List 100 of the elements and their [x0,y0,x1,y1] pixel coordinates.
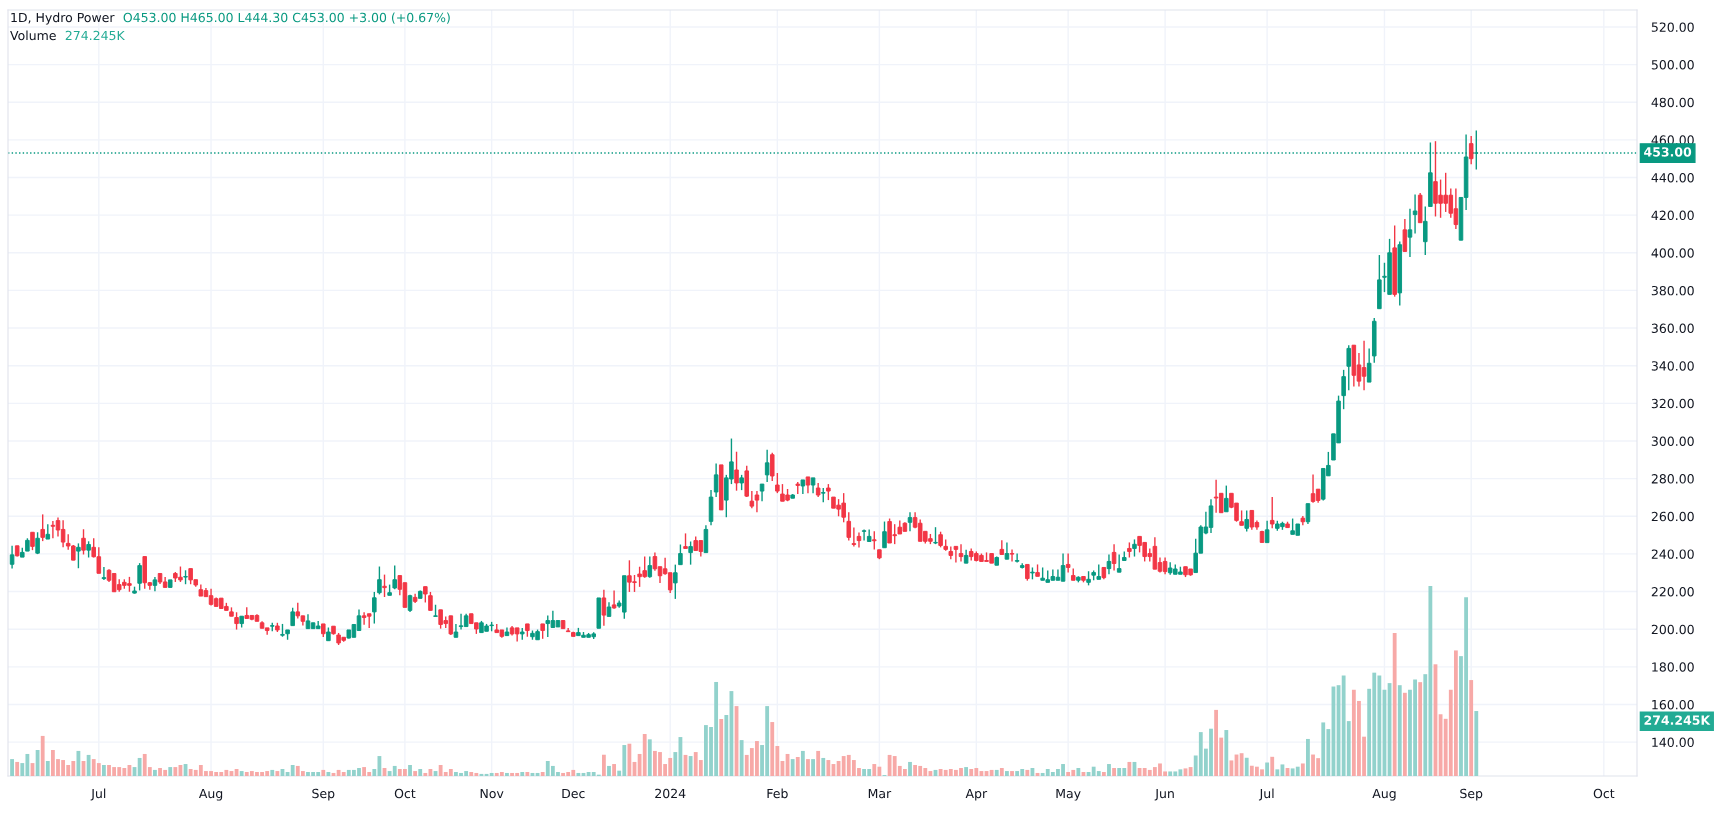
candlestick [1305,502,1311,525]
bar [505,772,509,776]
bar [392,765,397,776]
chart-subtitle: O453.00 H465.00 L444.30 C453.00 +3.00 (+0.67%) [123,12,450,24]
candlestick [1116,553,1122,573]
x-tick-label: Oct [394,788,416,799]
ref-line-label: 453.00 [1644,147,1692,157]
x-tick-label: Aug [198,788,223,801]
candlestick [137,562,142,592]
candlestick [60,519,66,548]
bar [1214,709,1219,776]
bar [1066,772,1071,776]
y-tick-label: 340.00 [1651,361,1694,371]
bar [964,767,969,776]
bar [770,722,775,776]
bar [719,719,724,776]
bar [408,764,412,776]
annotation: 274.245K [65,30,125,41]
bar [1076,768,1081,776]
candlestick [1341,369,1346,410]
bar [1010,771,1014,776]
bar [1469,680,1474,776]
bar [341,772,346,776]
candlestick [382,573,387,598]
candlestick [81,528,86,556]
bar [1188,767,1193,776]
bar [872,764,877,776]
y-tick-label: 220.00 [1651,587,1694,597]
x-tick-label: Mar [868,788,892,799]
y-tick-label: 280.00 [1651,474,1694,484]
bar [1474,711,1479,776]
candlestick [775,472,780,494]
candlestick [907,511,913,533]
bar [790,759,795,776]
candlestick [882,520,887,549]
candlestick [601,589,607,627]
bar [1265,762,1270,776]
bar [326,772,331,776]
x-tick-label: Aug [1372,788,1396,801]
candlestick [1346,344,1352,391]
bar [806,759,810,776]
bar [35,749,40,776]
candlestick [846,511,852,542]
bar [688,756,693,776]
y-tick-label: 500.00 [1651,60,1694,70]
bar [800,750,805,776]
y-tick-label: 200.00 [1651,624,1694,635]
bar [811,759,815,776]
candlestick [377,565,382,596]
bar [1117,768,1122,776]
bar [1244,757,1249,776]
bar [96,763,101,776]
y-tick-label: 420.00 [1651,210,1694,221]
bar [1112,768,1116,776]
bar [153,769,157,776]
bar [1397,685,1402,776]
candlestick [754,490,760,514]
y-tick-label: 160.00 [1652,699,1694,710]
candlestick [1224,484,1229,513]
candlestick [678,543,683,566]
bar [994,769,999,776]
bar [576,772,581,776]
candlestick [1060,552,1066,582]
bar [540,772,545,776]
candlestick [856,531,862,549]
x-tick-label: Jul [1258,788,1274,801]
y-tick-label: 440.00 [1651,172,1694,183]
bar [999,768,1004,776]
bar [1239,753,1244,776]
x-tick-label: Sep [1460,788,1483,801]
candlestick [861,528,867,542]
bar [627,743,632,776]
candlestick [50,520,56,539]
candlestick [1065,552,1071,574]
bar [1453,650,1458,776]
bar [913,764,918,776]
bar [469,772,474,776]
candlestick [1249,509,1255,531]
candlestick [1264,520,1270,544]
y-tick-label: 320.00 [1651,398,1694,409]
y-tick-label: 240.00 [1651,549,1694,559]
bar [1270,756,1275,776]
candlestick [667,572,673,594]
bar [40,735,45,776]
bar [1300,763,1305,776]
y-tick-label: 140.00 [1652,737,1694,748]
x-tick-label: Oct [1593,788,1615,799]
candlestick [372,591,377,625]
bar [10,759,14,776]
x-tick-label: May [1056,788,1081,801]
candlestick [101,566,107,581]
bar [795,757,800,776]
bar [1275,769,1280,776]
bar [821,757,826,776]
x-tick-label: Nov [480,788,504,799]
bar [607,765,611,776]
bar [321,769,326,776]
candlestick [1412,193,1418,235]
candlestick [713,462,719,498]
bar [489,772,494,776]
